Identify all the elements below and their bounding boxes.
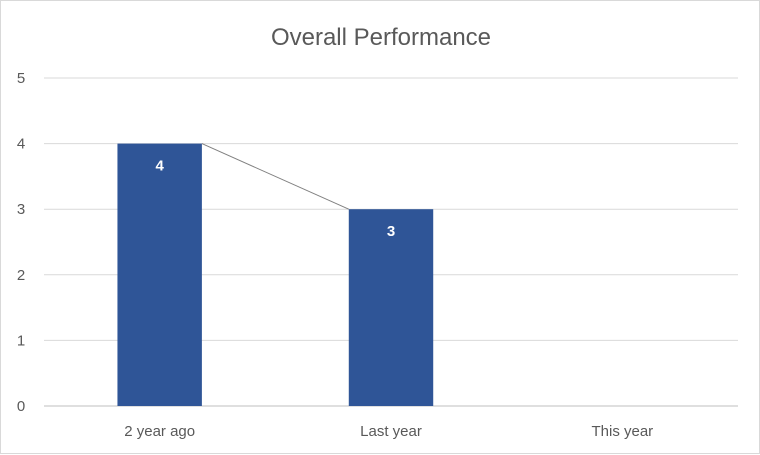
data-labels: 43 — [155, 158, 395, 241]
y-tick-label: 4 — [17, 136, 25, 153]
data-label: 4 — [155, 158, 164, 175]
series-connector — [201, 143, 349, 210]
y-tick-label: 2 — [17, 267, 25, 284]
bars — [117, 143, 434, 406]
y-axis-ticks: 0 1 2 3 4 5 — [17, 70, 25, 415]
x-tick-label: This year — [591, 423, 653, 440]
data-label: 3 — [387, 223, 395, 240]
x-axis-ticks: 2 year ago Last year This year — [124, 423, 653, 440]
y-tick-label: 5 — [17, 70, 25, 87]
x-tick-label: 2 year ago — [124, 423, 195, 440]
y-tick-label: 1 — [17, 332, 25, 349]
y-tick-label: 0 — [17, 398, 25, 415]
bar — [117, 143, 202, 406]
x-tick-label: Last year — [360, 423, 422, 440]
y-tick-label: 3 — [17, 201, 25, 218]
series-line — [201, 143, 349, 210]
chart-title: Overall Performance — [271, 24, 491, 51]
bar — [348, 209, 434, 406]
